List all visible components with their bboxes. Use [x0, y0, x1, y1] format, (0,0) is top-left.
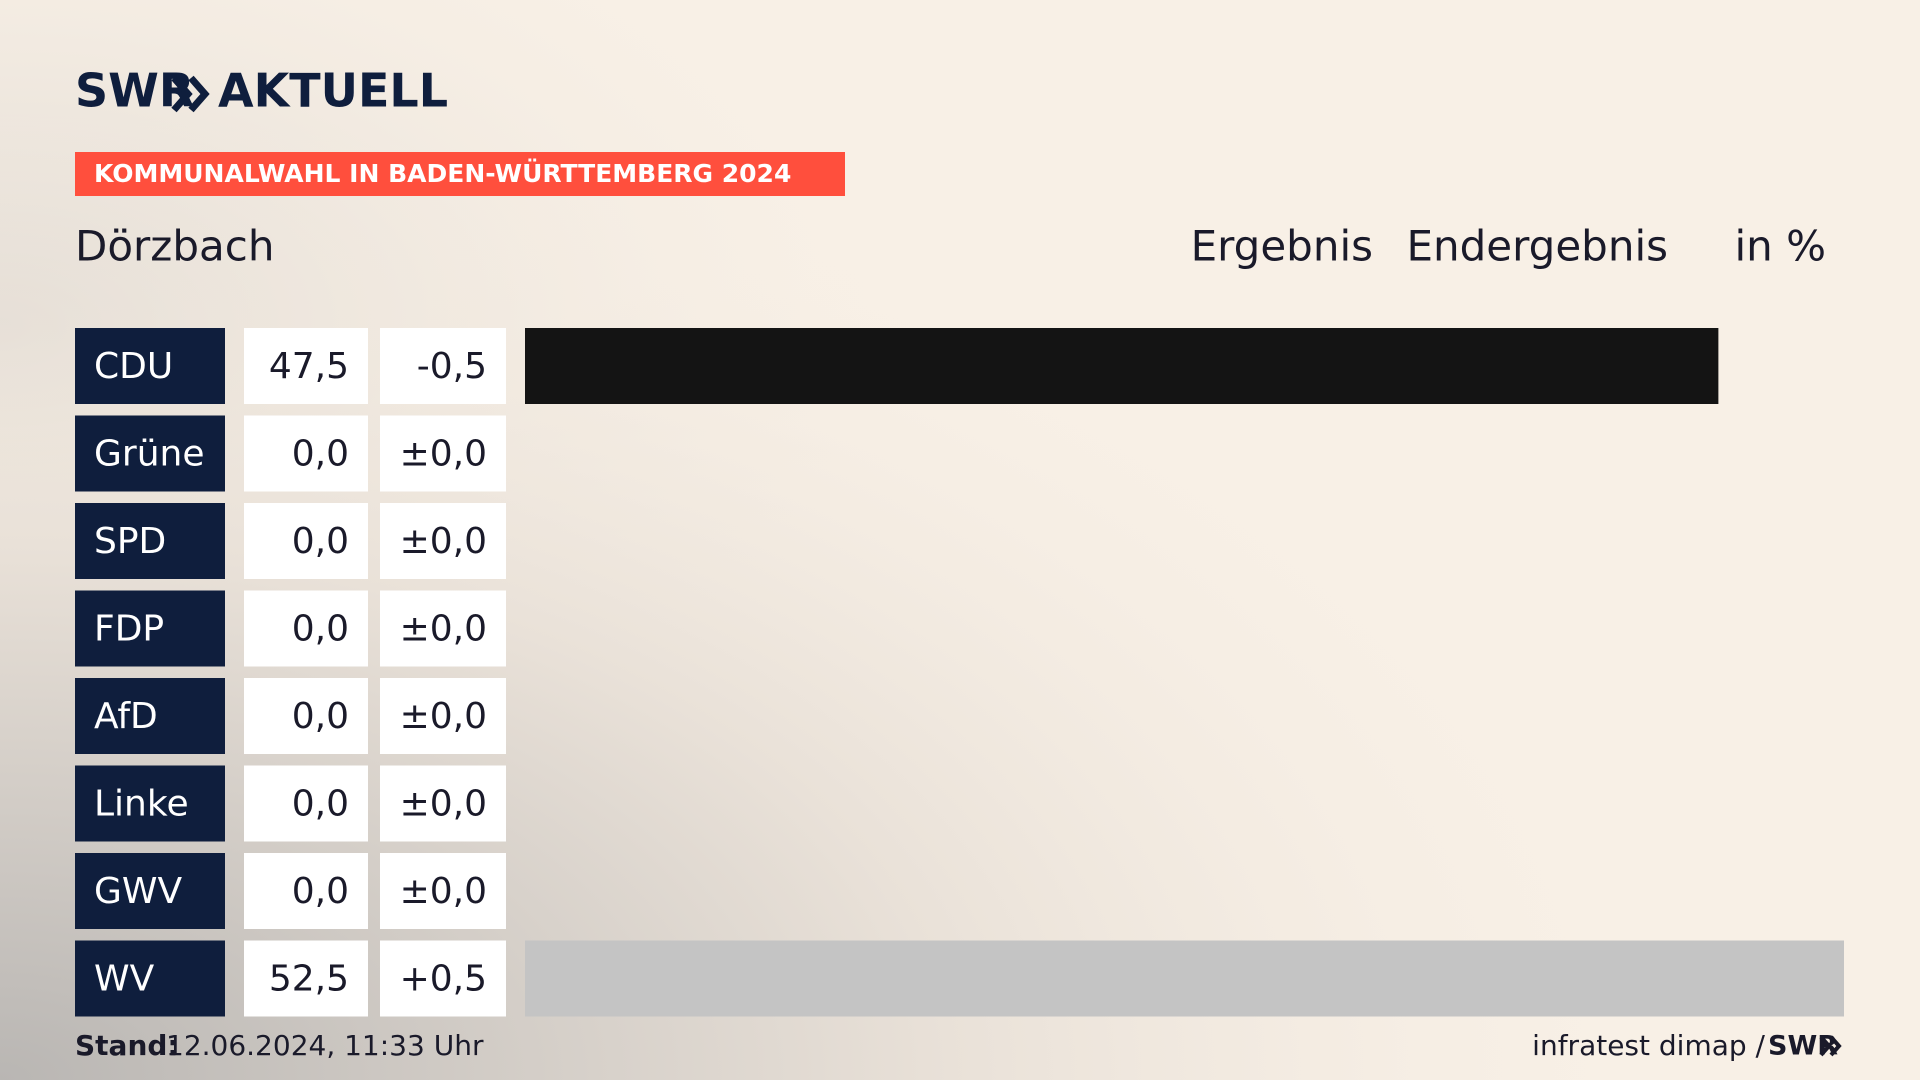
value-box — [244, 328, 368, 404]
value-label: 52,5 — [269, 959, 349, 1000]
party-box — [75, 328, 225, 404]
party-box — [75, 765, 225, 842]
change-box — [380, 503, 506, 579]
value-label: 0,0 — [292, 871, 349, 912]
chart-title: Dörzbach — [75, 222, 274, 271]
party-box — [75, 415, 225, 492]
party-label: CDU — [94, 346, 173, 387]
change-box — [380, 590, 506, 667]
change-label: ±0,0 — [400, 521, 487, 562]
value-box — [244, 853, 368, 929]
value-label: 0,0 — [292, 609, 349, 650]
party-label: WV — [94, 959, 155, 1000]
party-label: GWV — [94, 871, 182, 912]
column-header: Ergebnis — [1191, 222, 1373, 271]
change-label: ±0,0 — [400, 609, 487, 650]
change-box — [380, 940, 506, 1017]
kicker: KOMMUNALWAHL IN BADEN-WÜRTTEMBERG 2024 — [94, 158, 791, 188]
party-box — [75, 503, 225, 579]
change-box — [380, 415, 506, 492]
party-box — [75, 853, 225, 929]
value-label: 0,0 — [292, 784, 349, 825]
column-header: Endergebnis — [1406, 222, 1668, 271]
value-box — [244, 940, 368, 1017]
change-label: ±0,0 — [400, 696, 487, 737]
value-label: 0,0 — [292, 434, 349, 475]
column-header: in % — [1734, 222, 1826, 271]
change-box — [380, 678, 506, 754]
party-label: AfD — [94, 696, 158, 737]
value-label: 0,0 — [292, 696, 349, 737]
value-box — [244, 678, 368, 754]
party-label: Grüne — [94, 434, 204, 475]
value-box — [244, 590, 368, 667]
party-box — [75, 590, 225, 667]
kicker-bar — [75, 152, 845, 196]
brand-suffix: AKTUELL — [218, 64, 448, 118]
change-box — [380, 765, 506, 842]
change-label: ±0,0 — [400, 784, 487, 825]
value-box — [244, 765, 368, 842]
value-label: 47,5 — [269, 346, 349, 387]
value-box — [244, 415, 368, 492]
party-label: Linke — [94, 784, 189, 825]
party-box — [75, 678, 225, 754]
footer-date: 12.06.2024, 11:33 Uhr — [166, 1029, 484, 1062]
party-label: SPD — [94, 521, 166, 562]
bar — [525, 328, 1719, 404]
change-label: +0,5 — [400, 959, 487, 1000]
change-box — [380, 853, 506, 929]
change-label: ±0,0 — [400, 434, 487, 475]
source: infratest dimap / — [1532, 1029, 1765, 1062]
footer-label: Stand: — [75, 1029, 179, 1062]
brand-chevrons — [171, 75, 210, 113]
change-box — [380, 328, 506, 404]
change-label: -0,5 — [417, 346, 487, 387]
change-label: ±0,0 — [400, 871, 487, 912]
value-label: 0,0 — [292, 521, 349, 562]
party-label: FDP — [94, 609, 164, 650]
party-box — [75, 940, 225, 1017]
bar — [525, 940, 1844, 1017]
source-chevrons — [1819, 1035, 1842, 1057]
value-box — [244, 503, 368, 579]
